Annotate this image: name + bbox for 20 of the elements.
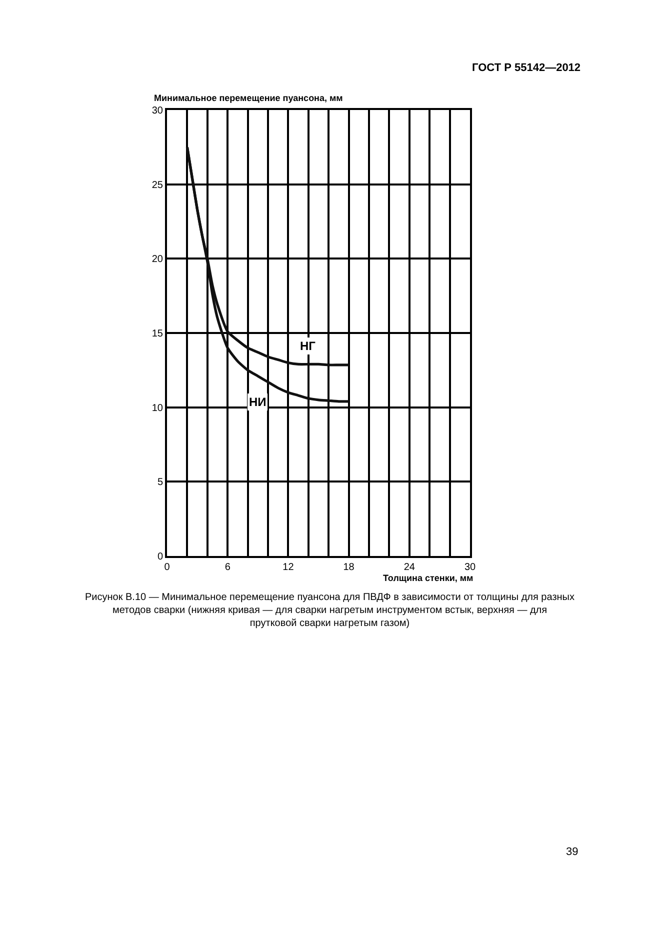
- series-label: НГ: [300, 339, 316, 353]
- y-tick-label: 30: [152, 106, 164, 116]
- series-label: НИ: [249, 395, 266, 409]
- y-tick-label: 0: [157, 552, 164, 562]
- text: ГОСТ Р 55142—2012: [472, 62, 581, 74]
- y-axis-title: Минимальное перемещение пуансона, мм: [154, 93, 344, 103]
- y-tick-label: 20: [152, 254, 164, 266]
- x-tick-label: 12: [282, 562, 294, 573]
- x-tick-label: 30: [464, 562, 476, 573]
- x-tick-label: 0: [164, 562, 170, 573]
- x-tick-label: 24: [404, 562, 416, 573]
- y-tick-label: 25: [152, 180, 164, 191]
- y-tick-label: 10: [152, 402, 164, 414]
- y-tick-label: 15: [152, 328, 164, 340]
- y-tick-label: 5: [157, 477, 164, 488]
- text: 39: [566, 846, 578, 858]
- x-tick-label: 18: [343, 562, 355, 573]
- text: Рисунок В.10 — Минимальное перемещение пуансона для ПВДФ в зависимости от толщины для разных методов сварки (нижняя кривая — для сварки нагретым инструментом встык, верхняя — для прутковой сварки нагретым газом): [85, 592, 574, 629]
- x-axis-title: Толщина стенки, мм: [383, 573, 474, 583]
- x-tick-label: 6: [224, 562, 231, 573]
